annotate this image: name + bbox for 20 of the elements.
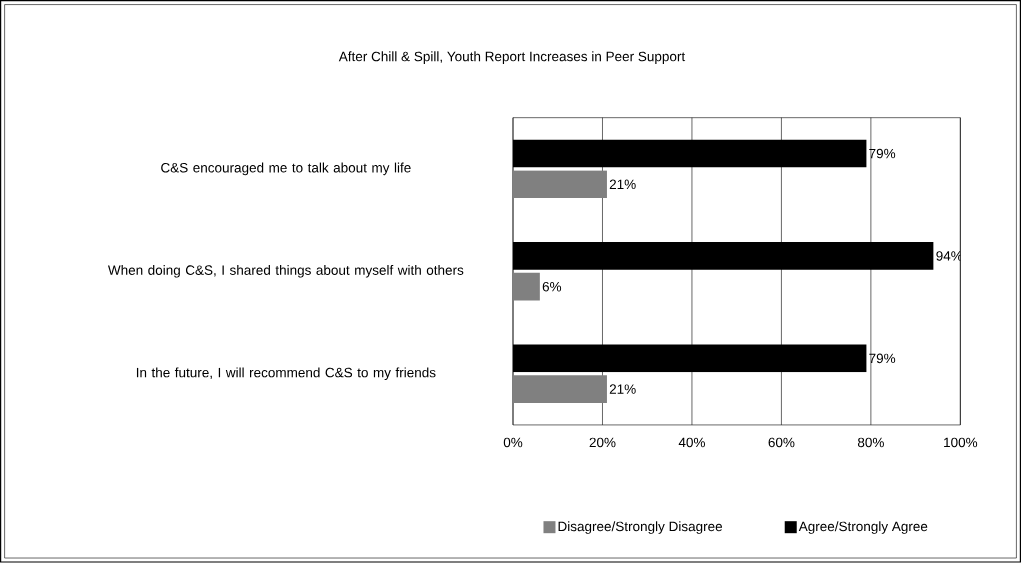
x-tick-label: 20% <box>589 437 616 448</box>
y-tick-label: When doing C&S, I shared things about myself with others <box>107 265 464 278</box>
x-tick-label: 0% <box>503 437 523 448</box>
y-tick-label: In the future, I will recommend C&S to my friends <box>136 367 436 381</box>
data-label: 6% <box>542 282 562 292</box>
legend-label: Agree/Strongly Agree <box>798 521 928 535</box>
data-label: 21% <box>609 384 636 395</box>
y-tick-label: C&S encouraged me to talk about my life <box>161 162 411 176</box>
bar <box>513 375 607 404</box>
chart-title: After Chill & Spill, Youth Report Increases in Peer Support <box>338 51 686 65</box>
bar <box>513 170 607 199</box>
x-tick-label: 40% <box>678 437 705 448</box>
legend-label: Disagree/Strongly Disagree <box>558 521 723 535</box>
x-tick-label: 60% <box>768 437 795 448</box>
bar <box>513 273 540 301</box>
data-label: 79% <box>869 353 896 364</box>
x-tick-label: 80% <box>857 437 884 448</box>
data-label: 79% <box>869 148 896 159</box>
data-label: 21% <box>609 179 636 190</box>
x-tick-label: 100% <box>944 437 978 448</box>
